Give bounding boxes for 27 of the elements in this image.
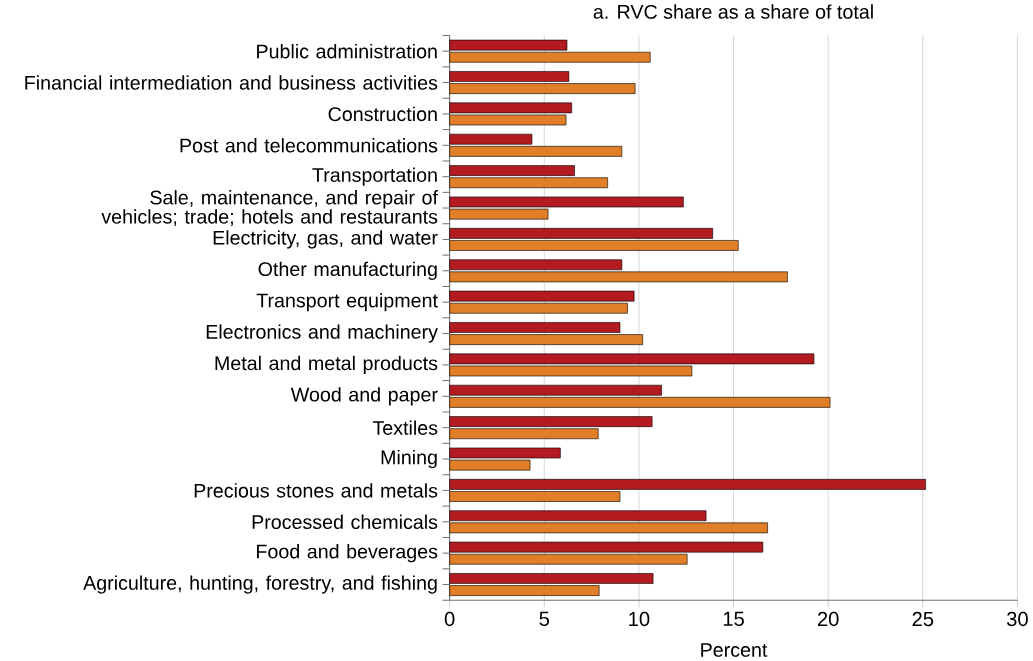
y-tick-label: Transport equipment bbox=[256, 292, 438, 312]
y-tick-label: Processed chemicals bbox=[252, 514, 438, 529]
x-tick-label: 25 bbox=[912, 611, 934, 627]
x-tick-label: 20 bbox=[817, 611, 839, 627]
y-tick-label: Textiles bbox=[372, 420, 438, 435]
y-tick-label: Financial intermediation and business activities bbox=[25, 75, 438, 90]
x-tick-label: 5 bbox=[539, 611, 550, 626]
x-axis-title: Percent bbox=[701, 643, 768, 657]
y-tick-label: Other manufacturing bbox=[258, 261, 437, 280]
y-tick-label: Mining bbox=[381, 449, 437, 469]
y-tick-label: Agriculture, hunting, forestry, and fishing bbox=[83, 575, 437, 594]
y-tick-label: Transportation bbox=[312, 167, 437, 186]
y-tick-label: Food and beverages bbox=[257, 543, 438, 563]
y-tick-label: Precious stones and metals bbox=[194, 483, 438, 498]
y-tick-label: Public administration bbox=[257, 43, 437, 59]
y-tick-label: Post and telecommunications bbox=[180, 137, 438, 153]
y-tick-label: Sale, maintenance, and repair of vehicles; trade; hotels and restaurants bbox=[101, 189, 438, 226]
y-tick-label: Wood and paper bbox=[290, 387, 438, 406]
x-tick-label: 15 bbox=[723, 611, 744, 626]
x-tick-label: 0 bbox=[444, 611, 455, 627]
chart-title: a. RVC share as a share of total bbox=[593, 4, 873, 19]
x-tick-label: 10 bbox=[629, 611, 650, 627]
x-tick-label: 30 bbox=[1006, 611, 1028, 627]
y-tick-label: Construction bbox=[328, 106, 437, 122]
y-tick-label: Electricity, gas, and water bbox=[213, 230, 438, 249]
y-tick-label: Metal and metal products bbox=[215, 355, 438, 374]
y-tick-label: Electronics and machinery bbox=[206, 324, 438, 343]
